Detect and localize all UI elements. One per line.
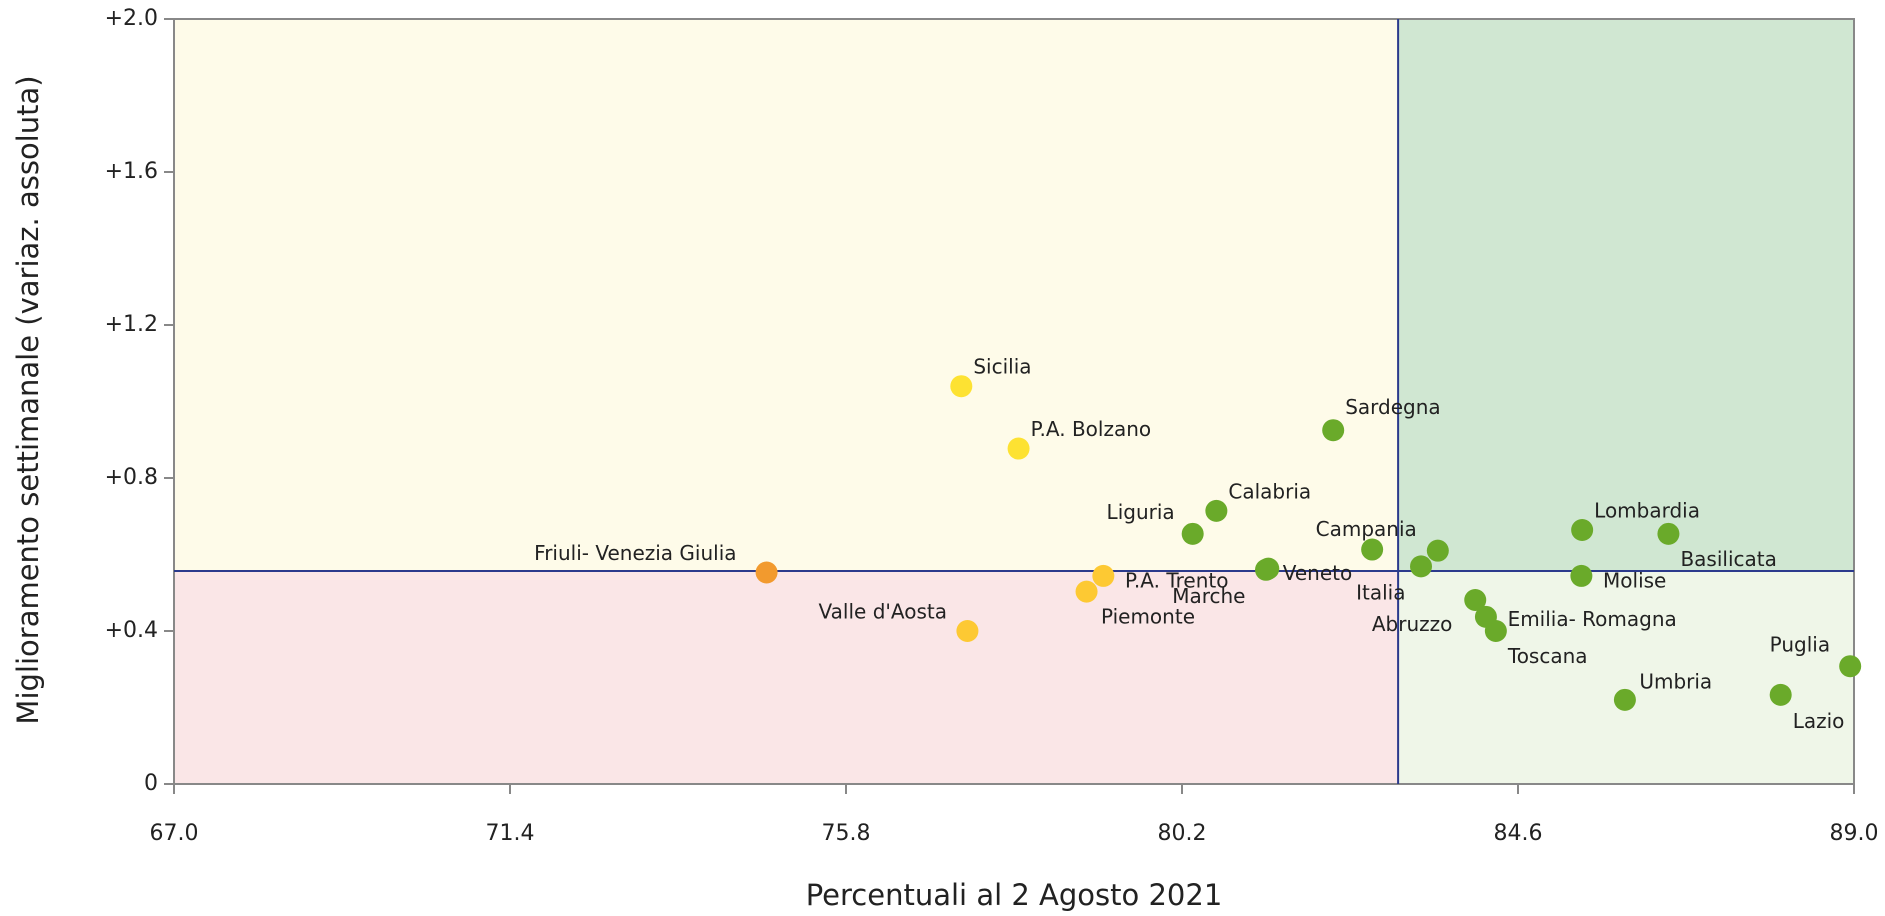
point-label: Friuli- Venezia Giulia (534, 541, 736, 565)
point-label: Basilicata (1680, 547, 1776, 571)
x-tick-label: 89.0 (1830, 821, 1879, 846)
y-axis-title: Miglioramento settimanale (variaz. assol… (11, 75, 45, 724)
point (1322, 419, 1345, 442)
point (1426, 539, 1449, 562)
point (1464, 589, 1487, 612)
y-tick-label: +1.2 (105, 312, 158, 337)
point (1181, 522, 1204, 545)
point-label: Emilia- Romagna (1508, 607, 1677, 631)
point (1839, 655, 1862, 678)
point-label: Sardegna (1345, 395, 1440, 419)
point (1571, 519, 1594, 542)
point (1570, 564, 1593, 587)
point-label: Lombardia (1594, 498, 1700, 522)
x-tick-label: 84.6 (1494, 821, 1543, 846)
point-label: Marche (1172, 584, 1245, 608)
point-label: Sicilia (973, 355, 1031, 379)
point (755, 561, 778, 584)
x-tick-label: 71.4 (486, 821, 535, 846)
point (1410, 555, 1433, 578)
point (1075, 580, 1098, 603)
point (956, 620, 979, 642)
y-tick-label: +2.0 (105, 6, 158, 31)
point (1769, 683, 1792, 706)
point-label: Italia (1356, 581, 1405, 605)
point-label: Umbria (1639, 670, 1712, 694)
quadrant (174, 19, 1399, 571)
point-label: Valle d'Aosta (819, 599, 947, 623)
point (950, 375, 973, 398)
point (1361, 538, 1384, 561)
point (1613, 688, 1636, 711)
point-label: Abruzzo (1372, 612, 1453, 636)
quadrant (1398, 19, 1854, 571)
point-label: Molise (1603, 568, 1666, 592)
point (1484, 620, 1507, 642)
point-label: Puglia (1770, 632, 1830, 656)
y-tick-label: +0.4 (105, 618, 158, 643)
point-label: P.A. Trento (1125, 568, 1228, 592)
point-label: Liguria (1107, 500, 1175, 524)
point-label: Piemonte (1101, 605, 1195, 629)
x-axis-title: Percentuali al 2 Agosto 2021 (806, 878, 1223, 912)
point-label: P.A. Bolzano (1031, 417, 1152, 441)
point (1007, 437, 1030, 460)
x-tick-label: 75.8 (822, 821, 871, 846)
point-label: Campania (1316, 517, 1417, 541)
point-label: Calabria (1228, 479, 1311, 503)
y-tick-label: +1.6 (105, 159, 158, 184)
point (1657, 522, 1680, 545)
point (1255, 558, 1277, 581)
point-label: Lazio (1793, 709, 1845, 733)
point (1092, 564, 1115, 587)
point-label: Toscana (1507, 644, 1588, 668)
plot-frame (173, 18, 1855, 785)
quadrant (174, 570, 1399, 784)
y-tick-label: +0.8 (105, 465, 158, 490)
x-tick-label: 67.0 (150, 821, 199, 846)
point-label: Veneto (1283, 561, 1353, 585)
y-tick-label: 0 (144, 771, 158, 796)
point (1205, 499, 1228, 522)
x-tick-label: 80.2 (1158, 821, 1207, 846)
